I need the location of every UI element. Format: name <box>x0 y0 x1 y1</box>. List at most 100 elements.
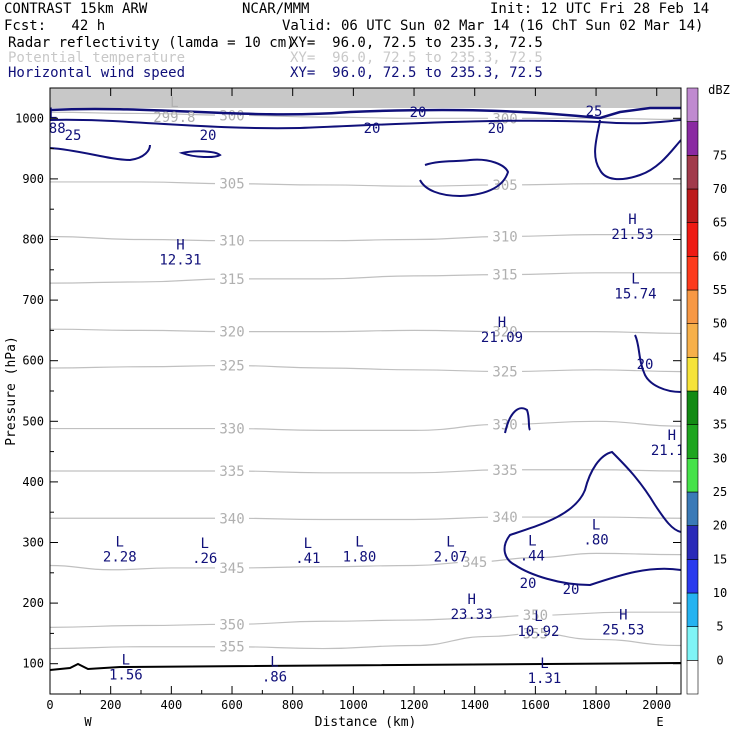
theta-label: 315 <box>219 272 244 288</box>
extremum-type: L <box>592 518 600 534</box>
theta-label-bg <box>215 463 250 478</box>
wind-contour-lower-right <box>503 450 681 587</box>
model-title: CONTRAST 15km ARW <box>4 1 148 17</box>
x-tick-label: 1200 <box>400 698 429 712</box>
colorbar-swatch <box>686 390 699 425</box>
theta-label-bg <box>488 364 523 379</box>
extremum-value: 2.28 <box>103 550 137 566</box>
x-tick-label: 400 <box>161 698 183 712</box>
axes: 0 200 400 600 800 1000 1200 1400 1600 1800 2000 100… <box>4 87 681 730</box>
extremum-type: L <box>355 535 363 551</box>
y-tick-label: 800 <box>22 233 44 247</box>
extremum-type: L <box>122 653 130 669</box>
extremum-type: L <box>446 535 454 551</box>
x-tick-label: 1400 <box>460 698 489 712</box>
theta-label-bg <box>215 358 250 373</box>
y-tick-label: 700 <box>22 293 44 307</box>
y-tick-label: 400 <box>22 475 44 489</box>
colorbar-level-label: 70 <box>713 182 727 196</box>
theta-contour-325 <box>50 364 681 373</box>
theta-contour-345 <box>50 552 681 571</box>
theta-label-bg <box>215 560 250 575</box>
theta-label-bg <box>215 421 250 436</box>
x-tick-label: 600 <box>221 698 243 712</box>
colorbar-swatch <box>686 525 699 560</box>
theta-contour-350 <box>50 611 681 628</box>
colorbar-level-label: 50 <box>713 317 727 331</box>
extremum-value: 23.33 <box>451 607 493 623</box>
colorbar-swatch <box>686 87 699 122</box>
x-tick-label: 1000 <box>339 698 368 712</box>
theta-label: 355 <box>523 626 548 642</box>
x-tick-label: 800 <box>282 698 304 712</box>
extremum-type: L <box>528 533 536 549</box>
theta-label: 305 <box>492 178 517 194</box>
theta-label-bg <box>488 417 523 432</box>
theta-label-bg <box>215 176 250 191</box>
theta-contour-305 <box>50 181 681 187</box>
colorbar-level-label: 25 <box>713 485 727 499</box>
colorbar-level-label: 30 <box>713 451 727 465</box>
colorbar-level-label: 0 <box>716 653 723 667</box>
theta-label-bg <box>215 617 250 632</box>
extremum-type: L <box>270 655 278 671</box>
theta-label-bg <box>488 177 523 192</box>
extremum-value: .80 <box>583 533 608 549</box>
colorbar-swatch <box>686 222 699 257</box>
theta-label-bg <box>488 510 523 525</box>
extremum-value: 299.8 <box>153 110 195 126</box>
extremum-type: H <box>668 428 676 444</box>
wind-contour-2109 <box>504 407 531 434</box>
extremum-value: 21.53 <box>611 227 653 243</box>
colorbar-level-label: 5 <box>716 620 723 634</box>
extremum-type: L <box>200 536 208 552</box>
extremum-type: L <box>631 272 639 288</box>
wind-label: 20 <box>637 357 654 373</box>
colorbar-level-label: 45 <box>713 350 727 364</box>
colorbar-level-label: 75 <box>713 148 727 162</box>
theta-contour-340 <box>50 516 681 521</box>
wind-contour-small-loop <box>178 150 222 159</box>
colorbar-swatch <box>686 592 699 627</box>
x-tick-label: 200 <box>100 698 122 712</box>
wind-contour-west <box>50 144 151 162</box>
extremum-value: .86 <box>262 670 287 686</box>
plot-frame <box>49 87 682 695</box>
theta-label: 305 <box>219 177 244 193</box>
x-tick-label: 1600 <box>521 698 550 712</box>
extremum-value: 21.19 <box>651 443 693 459</box>
theta-label: 310 <box>492 229 517 245</box>
y-tick-label: 200 <box>22 596 44 610</box>
init-time: Init: 12 UTC Fri 28 Feb 14 <box>490 1 710 17</box>
y-axis-label: Pressure (hPa) <box>4 336 19 446</box>
theta-label: 315 <box>492 268 517 284</box>
theta-label: 340 <box>219 511 244 527</box>
theta-label: 320 <box>219 325 244 341</box>
extremum-value: .88 <box>40 121 65 137</box>
colorbar-swatch <box>686 323 699 358</box>
theta-label-bg <box>215 233 250 248</box>
forecast-hour: Fcst: 42 h <box>4 18 106 34</box>
x-tick-label: 1800 <box>582 698 611 712</box>
center-title: NCAR/MMM <box>242 1 310 17</box>
wind-contours <box>50 106 681 671</box>
extrema-labels: L1.56L.86L1.31L10.92H25.53H23.33L2.28L.2… <box>40 95 693 687</box>
theta-label: 355 <box>219 640 244 656</box>
theta-label-bg <box>215 511 250 526</box>
colorbar-level-label: 15 <box>713 552 727 566</box>
theta-label-bg <box>488 267 523 282</box>
theta-label: 335 <box>492 463 517 479</box>
extremum-value: 1.31 <box>528 671 562 687</box>
colorbar-level-label: 55 <box>713 283 727 297</box>
extremum-type: L <box>116 535 124 551</box>
colorbar-swatch <box>686 559 699 594</box>
field-radar-xy: XY= 96.0, 72.5 to 235.3, 72.5 <box>290 35 543 51</box>
colorbar-title: dBZ <box>708 83 730 97</box>
theta-contour-300 <box>50 111 681 121</box>
extremum-value: 10.92 <box>517 624 559 640</box>
theta-label-bg <box>488 324 523 339</box>
colorbar-level-label: 65 <box>713 216 727 230</box>
valid-time: Valid: 06 UTC Sun 02 Mar 14 (16 ChT Sun … <box>282 18 704 34</box>
x-tick-label: 0 <box>46 698 53 712</box>
field-theta-xy: XY= 96.0, 72.5 to 235.3, 72.5 <box>290 50 543 66</box>
